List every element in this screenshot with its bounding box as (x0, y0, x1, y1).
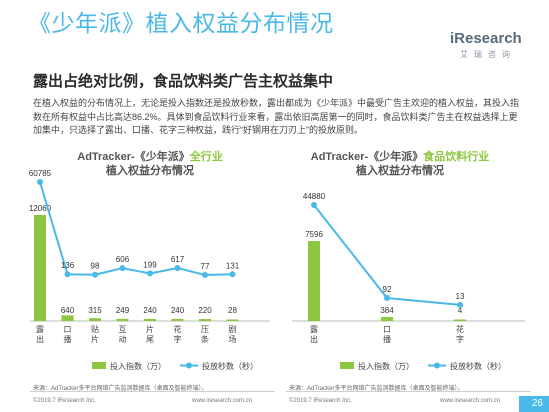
chart2-category-label-2-2: 播 (383, 334, 391, 344)
chart1-legend-bar-label: 投入指数（万） (110, 361, 166, 371)
chart1-bar-label-6: 240 (171, 306, 185, 315)
chart1-line-point-2 (64, 271, 71, 278)
chart1-category-label-1-2: 出 (36, 334, 44, 344)
chart1-line-series (39, 181, 233, 277)
chart1-category-label-7-1: 压 (201, 325, 209, 334)
chart1-legend-line-marker (186, 362, 192, 369)
chart1-legend-line-label: 投放秒数（秒） (202, 361, 258, 371)
chart1-category-label-5-1: 片 (146, 324, 154, 334)
chart2-title: AdTracker-《少年派》食品饮料行业 (311, 149, 489, 163)
chart1-title: AdTracker-《少年派》全行业 (77, 149, 222, 163)
chart2-bar-3 (454, 319, 466, 321)
chart1-bar-label-3: 315 (88, 306, 102, 315)
chart1-category-label-7-2: 条 (201, 334, 209, 344)
chart1-line-point-1 (37, 179, 43, 185)
chart2-bar-1 (308, 241, 320, 321)
chart1-bar-label-2: 640 (61, 306, 75, 315)
logo-text: iResearch (450, 30, 522, 47)
chart1-category-label-6-1: 花 (174, 324, 182, 334)
chart1-line-point-4 (119, 265, 126, 272)
chart2-line-label-3: 13 (456, 292, 465, 301)
footer-divider-right (286, 391, 531, 392)
chart2-bar-label-1: 7596 (305, 230, 323, 239)
chart1-category-label-2-1: 口 (64, 325, 72, 334)
source-note-right: 来源：AdTracker多平台网络广告监测数据库（桌面及智能终端）。 (289, 386, 464, 392)
chart1-bar-4 (116, 318, 129, 321)
chart2-bar-2 (381, 316, 393, 321)
chart2-bar-label-3: 4 (458, 306, 463, 315)
chart2-legend-bar-swatch (340, 362, 354, 369)
logo-subtext: 艾瑞咨询 (460, 50, 516, 59)
chart2-legend-line-label: 投放秒数（秒） (450, 361, 506, 371)
chart1-bar-label-5: 240 (143, 306, 157, 315)
chart1-line-label-1: 60785 (29, 169, 52, 178)
chart1-category-label-1-1: 露 (36, 325, 44, 334)
chart1-bar-8 (226, 319, 239, 321)
chart2-line-point-1 (311, 202, 317, 208)
body-paragraph: 在植入权益的分布情况上，无论是投入指数还是投放秒数，露出都成为《少年派》中最受广… (33, 97, 523, 138)
chart2-line-point-3 (457, 301, 463, 308)
chart1-line-point-3 (92, 271, 98, 278)
chart1-category-label-4-1: 互 (119, 325, 127, 334)
chart2-category-label-2-1: 口 (383, 325, 391, 334)
chart1-category-label-4-2: 动 (119, 334, 127, 344)
chart1-line-label-4: 606 (116, 255, 130, 264)
chart1-category-label-3-2: 片 (91, 334, 99, 344)
iresearch-logo: iResearch 艾瑞咨询 (450, 30, 530, 60)
chart1-line-label-5: 199 (143, 260, 157, 269)
copyright-left: ©2019.7 iResearch Inc. (33, 398, 96, 404)
chart2-line-point-2 (384, 295, 390, 301)
chart1-line-label-3: 98 (91, 262, 100, 271)
page-title: 《少年派》植入权益分布情况 (28, 10, 334, 36)
chart1-category-label-3-1: 贴 (91, 324, 99, 334)
page-subtitle: 露出占绝对比例，食品饮料类广告主权益集中 (33, 73, 334, 90)
chart1-bar-3 (89, 318, 101, 321)
chart1-bar-7 (199, 319, 211, 321)
url-left: www.iresearch.com.cn (192, 398, 253, 404)
url-right: www.iresearch.com.cn (440, 398, 501, 404)
chart2-legend-bar-label: 投入指数（万） (358, 361, 414, 371)
chart1-bar-label-7: 220 (198, 306, 212, 315)
chart1-bar-label-1: 12060 (29, 204, 52, 213)
chart1-category-label-8-2: 场 (229, 335, 237, 344)
chart1-line-label-6: 617 (171, 255, 185, 264)
chart1-bar-1 (34, 215, 46, 321)
chart1-category-label-6-2: 字 (174, 334, 182, 344)
chart2-category-label-1-2: 出 (310, 334, 318, 344)
chart2-line-label-2: 92 (383, 285, 392, 294)
chart2-category-label-3-2: 字 (456, 334, 464, 344)
chart2-bar-label-2: 384 (380, 306, 394, 315)
chart2-title-line2: 植入权益分布情况 (355, 163, 444, 177)
chart2-legend-line-marker (434, 362, 440, 369)
chart1-bar-label-8: 28 (228, 306, 237, 315)
chart1-bar-6 (171, 318, 184, 321)
chart2-category-label-1-1: 露 (310, 325, 318, 334)
source-note-left: 来源：AdTracker多平台网络广告监测数据库（桌面及智能终端）。 (33, 386, 208, 392)
chart1-bar-2 (61, 315, 74, 321)
chart1-line-label-2: 136 (61, 261, 75, 270)
chart1-line-point-6 (174, 265, 181, 271)
page-number: 26 (519, 396, 549, 412)
chart1-line-point-8 (229, 271, 236, 278)
chart2-line-label-1: 44880 (303, 192, 326, 201)
chart1-legend-bar-swatch (92, 362, 106, 369)
chart1-bar-5 (144, 318, 156, 321)
chart1-line-label-8: 131 (226, 261, 240, 270)
copyright-right: ©2019.7 iResearch Inc. (289, 398, 352, 404)
chart1-line-point-5 (147, 270, 153, 277)
footer-divider-left (30, 391, 275, 392)
chart2-category-label-3-1: 花 (456, 324, 464, 334)
chart1-category-label-2-2: 播 (64, 334, 72, 344)
chart1-line-point-7 (202, 272, 208, 279)
chart1-category-label-8-1: 剧 (229, 325, 237, 334)
chart1-category-label-5-2: 尾 (146, 335, 154, 344)
chart1-title-line2: 植入权益分布情况 (105, 163, 194, 177)
chart1-line-label-7: 77 (201, 262, 210, 271)
chart1-bar-label-4: 249 (116, 306, 130, 315)
paragraph-1: 在植入权益的分布情况上，无论是投入指数还是投放秒数，露出都成为《少年派》中最受广… (33, 98, 520, 135)
